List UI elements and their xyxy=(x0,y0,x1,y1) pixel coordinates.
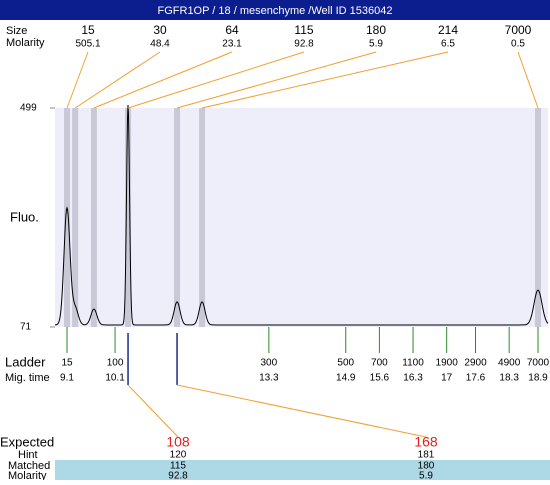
trace xyxy=(55,104,549,326)
peak-connector xyxy=(176,51,377,109)
ladder-time: 9.1 xyxy=(60,373,74,384)
ladder-size: 300 xyxy=(261,358,278,369)
peak-size: 30 xyxy=(153,23,167,37)
peak-connector xyxy=(66,51,89,109)
peak-molarity: 23.1 xyxy=(222,39,242,50)
matched-value: 180 xyxy=(418,461,435,472)
hint-value: 181 xyxy=(418,450,435,461)
peak-molarity: 5.9 xyxy=(369,39,383,50)
peak-size: 115 xyxy=(294,23,313,37)
ladder-size: 2900 xyxy=(464,358,487,369)
header-bar xyxy=(0,0,550,20)
molarity-value: 92.8 xyxy=(168,471,188,480)
expected-label: Expected xyxy=(0,434,54,449)
peak-size: 7000 xyxy=(505,23,532,37)
ladder-time: 16.3 xyxy=(403,373,423,384)
ladder-size: 500 xyxy=(337,358,354,369)
peak-band xyxy=(72,108,79,327)
ladder-time: 14.9 xyxy=(336,373,356,384)
molarity-label: Molarity xyxy=(6,37,45,49)
peak-molarity: 92.8 xyxy=(294,39,314,50)
ladder-size: 1100 xyxy=(402,358,424,369)
ladder-label: Ladder xyxy=(5,354,46,369)
ladder-time: 17 xyxy=(441,373,453,384)
ladder-size: 15 xyxy=(61,358,73,369)
peak-molarity: 6.5 xyxy=(441,39,455,50)
matched-value: 115 xyxy=(170,461,186,472)
peak-size: 15 xyxy=(81,23,95,37)
expected-value: 108 xyxy=(166,434,190,450)
peak-connector xyxy=(517,51,539,109)
expected-value: 168 xyxy=(414,434,438,450)
header-title: FGFR1OP / 18 / mesenchyme /Well ID 15360… xyxy=(158,5,393,17)
ladder-time: 18.3 xyxy=(499,373,519,384)
molarity-row-label: Molarity xyxy=(8,470,47,480)
ladder-time: 17.6 xyxy=(466,373,486,384)
ladder-size: 4900 xyxy=(498,358,521,369)
ladder-size: 7000 xyxy=(527,358,550,369)
y-tick-label: 71 xyxy=(20,322,32,333)
peak-size: 214 xyxy=(438,23,458,37)
peak-molarity: 0.5 xyxy=(511,39,525,50)
peak-size: 180 xyxy=(366,23,386,37)
peak-band xyxy=(535,108,541,327)
hint-label: Hint xyxy=(18,449,38,461)
peak-size: 64 xyxy=(225,23,239,37)
expected-connector xyxy=(176,384,427,438)
peak-band xyxy=(174,108,181,327)
peak-connector xyxy=(74,51,161,109)
hint-value: 120 xyxy=(170,450,187,461)
y-tick-label: 499 xyxy=(20,103,37,114)
peak-band xyxy=(125,108,132,327)
peak-molarity: 505.1 xyxy=(75,39,100,50)
peak-connector xyxy=(201,51,449,109)
ladder-size: 100 xyxy=(107,358,124,369)
plot-area xyxy=(55,108,548,327)
peak-band xyxy=(199,108,206,327)
ladder-size: 700 xyxy=(371,358,388,369)
matched-band xyxy=(55,460,550,480)
peak-band xyxy=(64,108,70,327)
mig-time-label: Mig. time xyxy=(5,372,50,384)
ladder-time: 18.9 xyxy=(528,373,548,384)
size-label: Size xyxy=(6,25,27,37)
peak-connector xyxy=(93,51,233,109)
ladder-time: 13.3 xyxy=(259,373,279,384)
peak-connector xyxy=(127,51,305,109)
peak-molarity: 48.4 xyxy=(150,39,170,50)
ladder-size: 1900 xyxy=(436,358,459,369)
ladder-time: 10.1 xyxy=(105,373,125,384)
fluo-label: Fluo. xyxy=(10,209,39,224)
ladder-time: 15.6 xyxy=(370,373,390,384)
molarity-value: 5.9 xyxy=(419,471,433,480)
peak-band xyxy=(90,108,97,327)
expected-connector xyxy=(127,384,179,438)
matched-label: Matched xyxy=(8,460,50,472)
